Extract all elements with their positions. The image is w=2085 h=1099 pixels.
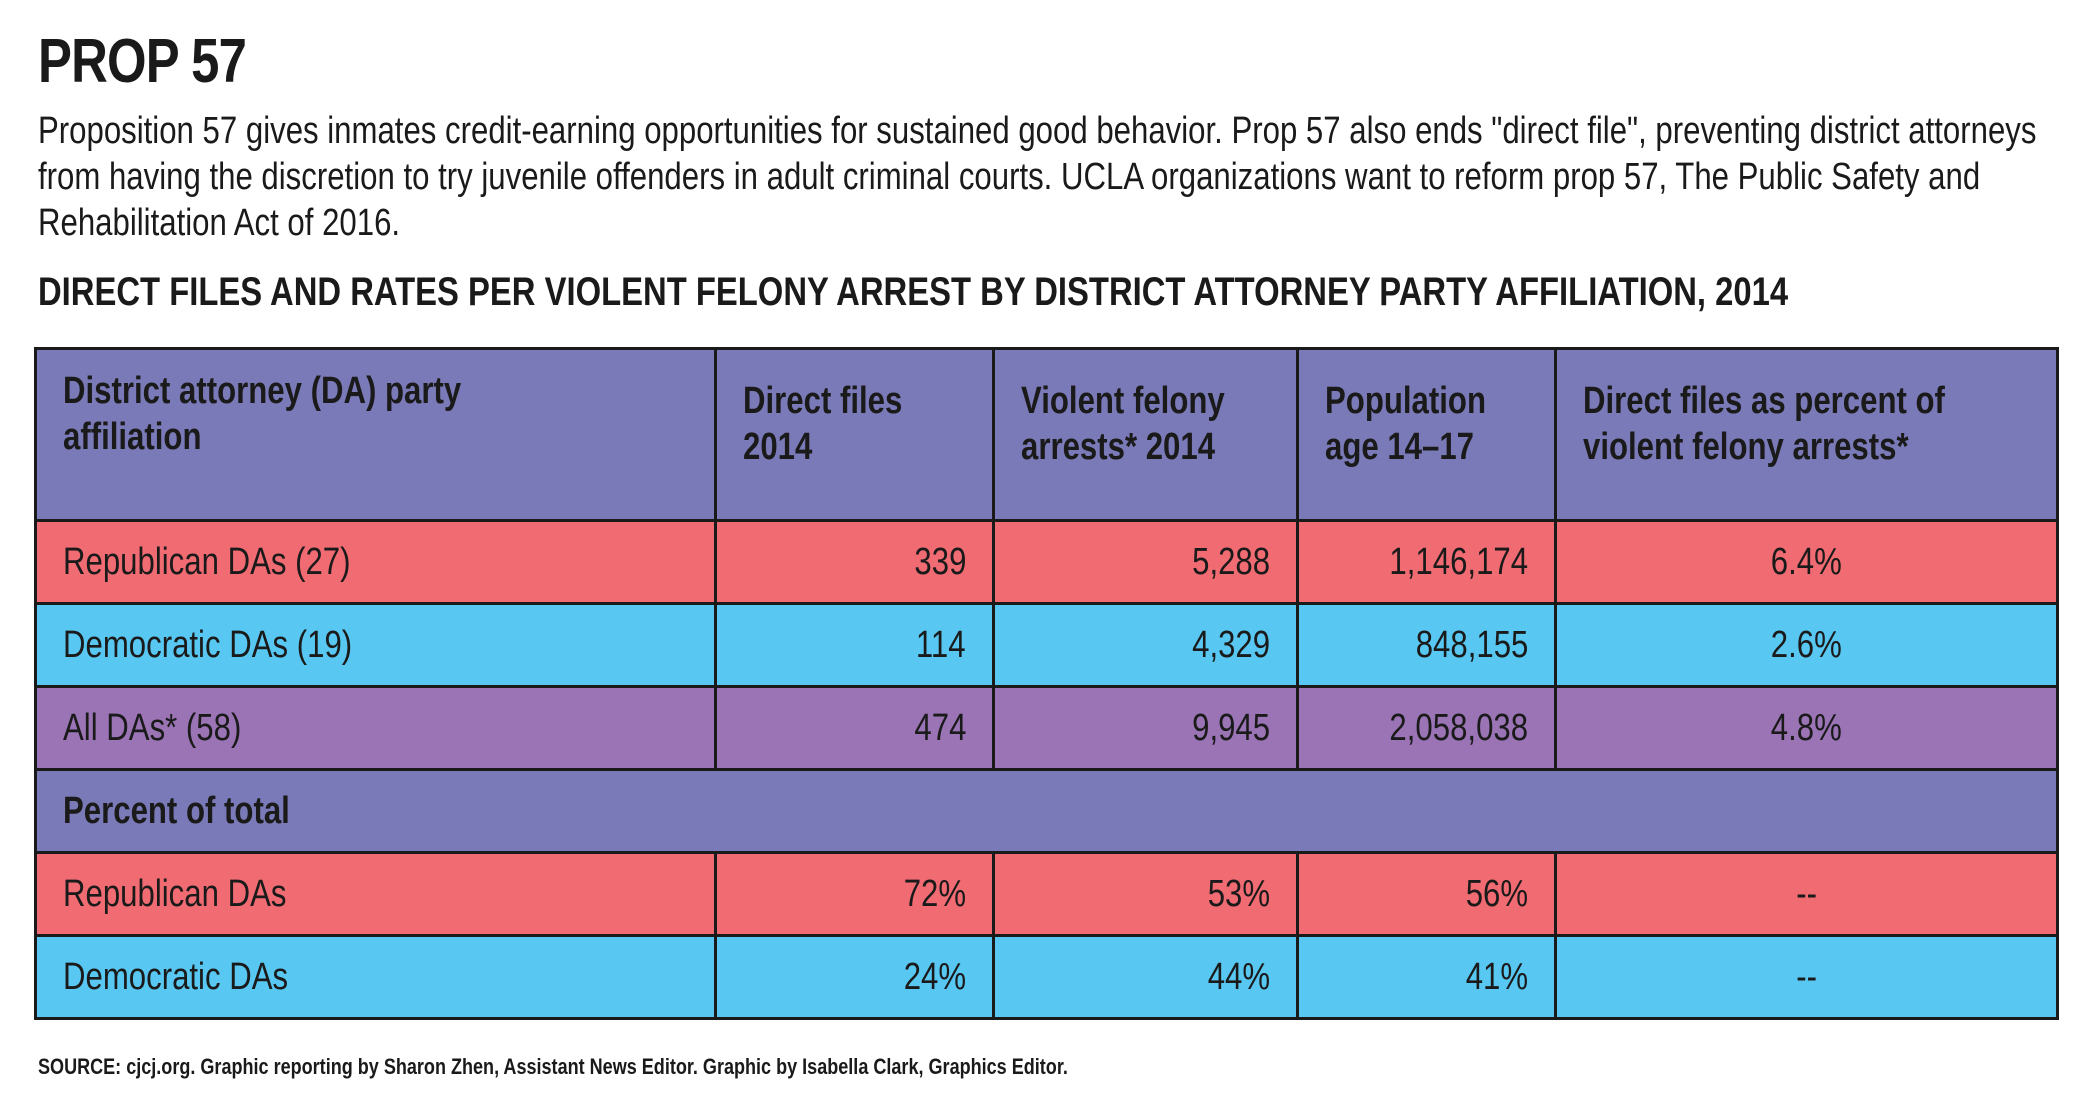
table-title: DIRECT FILES AND RATES PER VIOLENT FELON…	[38, 270, 1789, 314]
table-row: Democratic DAs 24% 44% 41% --	[34, 934, 2059, 1020]
column-header: Direct files as percent of violent felon…	[1554, 347, 2059, 522]
row-label: Democratic DAs	[34, 934, 717, 1020]
column-header: Violent felony arrests* 2014	[992, 347, 1299, 522]
section-label: Percent of total	[34, 768, 2059, 854]
source-credit: SOURCE: cjcj.org. Graphic reporting by S…	[38, 1054, 1068, 1079]
column-header-label: Direct files as percent of violent felon…	[1583, 380, 1945, 468]
table-row: Democratic DAs (19) 114 4,329 848,155 2.…	[34, 602, 2059, 688]
cell-direct-files: 114	[714, 602, 995, 688]
cell-violent-felony-arrests: 9,945	[992, 685, 1299, 771]
column-header-label: Violent felony arrests* 2014	[1021, 380, 1225, 468]
cell-direct-files: 474	[714, 685, 995, 771]
column-header-label: District attorney (DA) party affiliation	[63, 370, 462, 458]
row-label: Republican DAs	[34, 851, 717, 937]
cell-percent: 4.8%	[1554, 685, 2059, 771]
table-row: All DAs* (58) 474 9,945 2,058,038 4.8%	[34, 685, 2059, 771]
column-header-label: Direct files 2014	[743, 380, 903, 468]
cell-percent: --	[1554, 851, 2059, 937]
row-label: Republican DAs (27)	[34, 519, 717, 605]
cell-percent: 6.4%	[1554, 519, 2059, 605]
column-header: District attorney (DA) party affiliation	[34, 347, 717, 522]
row-label: All DAs* (58)	[34, 685, 717, 771]
cell-population: 41%	[1296, 934, 1557, 1020]
cell-direct-files: 24%	[714, 934, 995, 1020]
cell-direct-files: 339	[714, 519, 995, 605]
table-row: Republican DAs 72% 53% 56% --	[34, 851, 2059, 937]
section-row-percent-of-total: Percent of total	[34, 768, 2059, 854]
cell-direct-files: 72%	[714, 851, 995, 937]
cell-percent: --	[1554, 934, 2059, 1020]
cell-violent-felony-arrests: 53%	[992, 851, 1299, 937]
cell-population: 1,146,174	[1296, 519, 1557, 605]
cell-population: 56%	[1296, 851, 1557, 937]
cell-violent-felony-arrests: 44%	[992, 934, 1299, 1020]
row-label: Democratic DAs (19)	[34, 602, 717, 688]
data-table: District attorney (DA) party affiliation…	[34, 347, 2059, 1020]
cell-percent: 2.6%	[1554, 602, 2059, 688]
cell-violent-felony-arrests: 5,288	[992, 519, 1299, 605]
intro-text: Proposition 57 gives inmates credit-earn…	[38, 110, 2037, 244]
page-title: PROP 57	[38, 27, 247, 96]
column-header: Direct files 2014	[714, 347, 995, 522]
cell-population: 848,155	[1296, 602, 1557, 688]
column-header-label: Population age 14–17	[1325, 380, 1486, 468]
cell-violent-felony-arrests: 4,329	[992, 602, 1299, 688]
table-header-row: District attorney (DA) party affiliation…	[34, 347, 2059, 522]
table-row: Republican DAs (27) 339 5,288 1,146,174 …	[34, 519, 2059, 605]
cell-population: 2,058,038	[1296, 685, 1557, 771]
column-header: Population age 14–17	[1296, 347, 1557, 522]
